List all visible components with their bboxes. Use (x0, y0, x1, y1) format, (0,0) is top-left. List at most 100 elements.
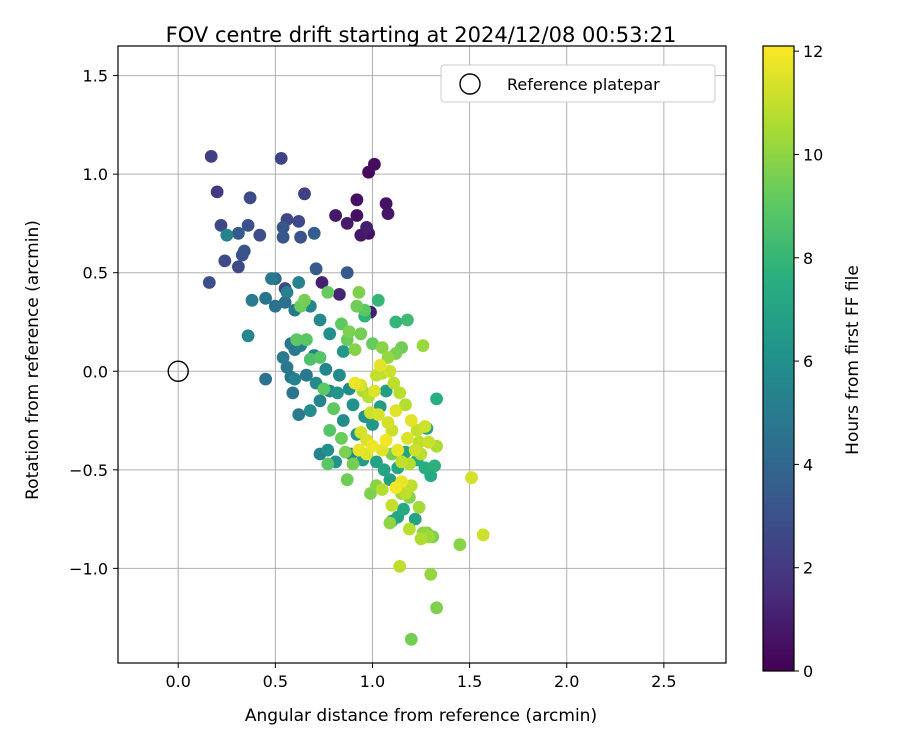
reference-platepar-marker (167, 360, 189, 382)
scatter-point (335, 317, 348, 331)
scatter-point (375, 341, 389, 354)
scatter-point (404, 479, 418, 492)
colorbar: 0 2 4 6 8 10 12 Hours from first FF file (762, 42, 863, 681)
scatter-point (313, 313, 327, 327)
scatter-point (292, 408, 306, 421)
y-axis-label: Rotation from reference (arcmin) (23, 220, 43, 500)
scatter-point (276, 230, 290, 244)
scatter-point (303, 353, 317, 366)
scatter-point (300, 333, 313, 347)
scatter-point (202, 276, 216, 289)
scatter-point (354, 327, 368, 341)
scatter-point (346, 457, 360, 471)
scatter-point (276, 221, 290, 234)
scatter-point (245, 293, 259, 307)
scatter-point (288, 372, 302, 386)
scatter-point (416, 339, 430, 352)
scatter-point (268, 299, 282, 313)
colorbar-tick-label: 6 (803, 352, 813, 371)
y-tick-label: 0.0 (83, 362, 108, 381)
scatter-point (340, 217, 354, 230)
scatter-point (430, 392, 443, 406)
y-tick-label: 0.5 (83, 264, 108, 283)
scatter-point (292, 215, 306, 228)
scatter-point (331, 386, 344, 400)
scatter-point (280, 360, 294, 374)
scatter-point (303, 404, 317, 418)
scatter-point (220, 228, 234, 242)
scatter-point (336, 414, 350, 427)
scatter-point (404, 414, 418, 427)
scatter-point (379, 433, 393, 447)
scatter-point (385, 498, 399, 512)
scatter-points (202, 150, 490, 646)
scatter-point (292, 276, 306, 289)
scatter-point (424, 567, 438, 581)
scatter-point (408, 443, 422, 457)
y-tick-label: 1.5 (83, 67, 108, 86)
scatter-point (350, 299, 364, 313)
scatter-point (276, 351, 290, 364)
scatter-point (412, 500, 426, 514)
scatter-point (321, 443, 335, 457)
scatter-point (340, 266, 354, 280)
scatter-point (243, 191, 257, 205)
scatter-point (253, 228, 267, 242)
scatter-point (313, 394, 327, 408)
scatter-point (476, 528, 490, 542)
scatter-point (381, 207, 395, 221)
scatter-point (370, 368, 383, 382)
scatter-point (373, 358, 387, 372)
scatter-point (350, 193, 364, 207)
reference-marker-layer (167, 360, 189, 382)
scatter-point (323, 327, 337, 341)
scatter-point (241, 219, 255, 232)
scatter-point (383, 364, 397, 378)
scatter-point (391, 443, 405, 457)
y-axis-ticks: −1.0 −0.5 0.0 0.5 1.0 1.5 (69, 67, 118, 578)
scatter-point (278, 295, 292, 309)
scatter-point (321, 457, 335, 471)
scatter-point (265, 272, 278, 285)
scatter-point (294, 230, 307, 244)
scatter-point (241, 329, 255, 343)
scatter-point (352, 443, 366, 457)
scatter-point (397, 502, 410, 516)
scatter-point (401, 431, 414, 445)
x-tick-label: 1.5 (457, 672, 482, 691)
scatter-point (298, 293, 311, 307)
scatter-point (389, 481, 403, 494)
scatter-point (393, 386, 407, 400)
scatter-point (309, 262, 323, 276)
scatter-point (401, 313, 414, 327)
legend-box (440, 64, 716, 103)
x-tick-label: 1.0 (360, 672, 385, 691)
x-tick-label: 2.5 (651, 672, 676, 691)
legend-reference-marker (459, 73, 481, 95)
legend-entry-reference-platepar: Reference platepar (507, 75, 660, 94)
scatter-point (338, 445, 352, 459)
scatter-point (366, 337, 379, 351)
scatter-point (371, 408, 385, 421)
grid-lines (118, 46, 726, 663)
y-tick-label: −0.5 (69, 461, 108, 480)
scatter-point (408, 512, 422, 526)
plot-area (118, 46, 726, 663)
scatter-point (335, 431, 348, 445)
x-tick-label: 2.0 (554, 672, 579, 691)
scatter-point (336, 345, 350, 358)
scatter-point (465, 471, 478, 485)
scatter-point (428, 459, 441, 473)
scatter-point (381, 351, 395, 364)
scatter-point (366, 439, 379, 453)
scatter-point (393, 560, 407, 573)
scatter-point (218, 254, 232, 268)
legend: Reference platepar (440, 64, 716, 103)
scatter-point (387, 376, 401, 390)
scatter-point (307, 226, 321, 240)
scatter-point (379, 197, 393, 211)
scatter-point (383, 516, 397, 530)
scatter-point (317, 382, 331, 396)
scatter-point (375, 443, 389, 457)
scatter-point (329, 209, 342, 222)
